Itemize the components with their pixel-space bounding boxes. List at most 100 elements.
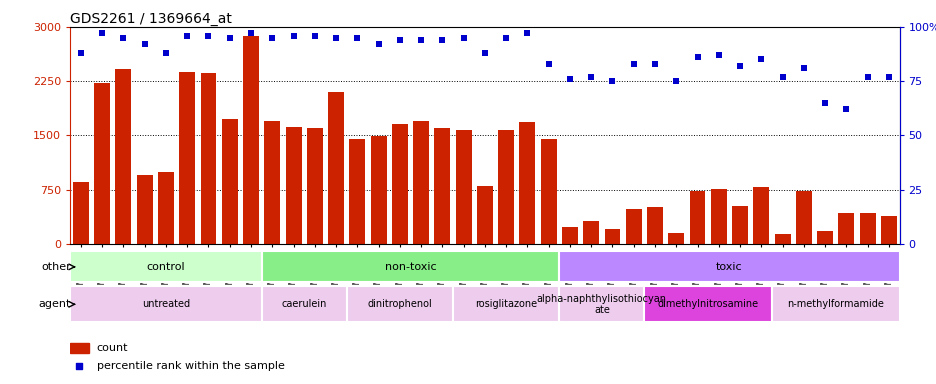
Point [668,78,683,84]
Bar [261,286,346,323]
Bar [261,252,559,283]
Point [774,74,789,80]
Point [243,30,258,36]
Point [413,37,428,43]
Bar [115,69,131,244]
Point [180,33,195,39]
Point [137,41,152,47]
Point [838,106,853,113]
Bar [391,124,407,244]
Point [73,50,88,56]
Point [307,33,322,39]
Text: caerulein: caerulein [281,299,327,310]
Bar [774,235,790,244]
Bar [559,252,899,283]
Bar [158,172,174,244]
Point [796,65,811,71]
Point [116,35,131,41]
Bar [434,128,450,244]
Point [265,35,280,41]
Bar [285,127,301,244]
Bar [70,343,88,353]
Bar [604,229,620,244]
Point [732,63,747,69]
Bar [858,213,874,244]
Point [605,78,620,84]
Point [476,50,491,56]
Bar [95,83,110,244]
Text: dinitrophenol: dinitrophenol [367,299,431,310]
Point [519,30,534,36]
Bar [816,231,832,244]
Text: toxic: toxic [715,262,742,272]
Text: n-methylformamide: n-methylformamide [786,299,884,310]
Bar [647,207,663,244]
Point [541,61,556,67]
Bar [222,119,238,244]
Bar [667,233,683,244]
Text: control: control [147,262,185,272]
Bar [200,73,216,244]
Point [859,74,874,80]
Text: dimethylnitrosamine: dimethylnitrosamine [657,299,758,310]
Bar [838,213,854,244]
Point [200,33,215,39]
Point [583,74,598,80]
Bar [70,252,261,283]
Bar [710,189,726,244]
Point [329,35,344,41]
Bar [476,186,492,244]
Bar [179,72,195,244]
Point [456,35,471,41]
Bar [328,92,344,244]
Point [158,50,173,56]
Point [349,35,364,41]
Bar [242,36,258,244]
Text: alpha-naphthylisothiocyan
ate: alpha-naphthylisothiocyan ate [536,293,666,315]
Point [647,61,662,67]
Point [562,76,577,82]
Text: count: count [96,343,128,353]
Bar [73,182,89,244]
Bar [349,139,365,244]
Point [753,56,768,63]
Bar [519,122,534,244]
Point [689,54,704,60]
Point [285,33,300,39]
Text: other: other [41,262,70,272]
Point [434,37,449,43]
Point [625,61,640,67]
Bar [306,128,322,244]
Bar [346,286,452,323]
Point [498,35,513,41]
Bar [413,121,429,244]
Bar [880,216,896,244]
Text: untreated: untreated [141,299,190,310]
Point [392,37,407,43]
Text: percentile rank within the sample: percentile rank within the sample [96,361,285,371]
Bar [562,227,578,244]
Text: GDS2261 / 1369664_at: GDS2261 / 1369664_at [70,12,232,26]
Point [881,74,896,80]
Bar [689,191,705,244]
Point [71,363,86,369]
Bar [753,187,768,244]
Bar [731,206,747,244]
Bar [137,175,153,244]
Bar [371,136,387,244]
Point [817,100,832,106]
Text: agent: agent [38,299,70,310]
Bar [455,129,471,244]
Bar [559,286,644,323]
Bar [771,286,899,323]
Text: rosiglitazone: rosiglitazone [475,299,536,310]
Bar [70,286,261,323]
Bar [795,191,811,244]
Bar [264,121,280,244]
Bar [452,286,559,323]
Bar [582,222,598,244]
Text: non-toxic: non-toxic [385,262,436,272]
Point [222,35,237,41]
Point [371,41,386,47]
Bar [644,286,771,323]
